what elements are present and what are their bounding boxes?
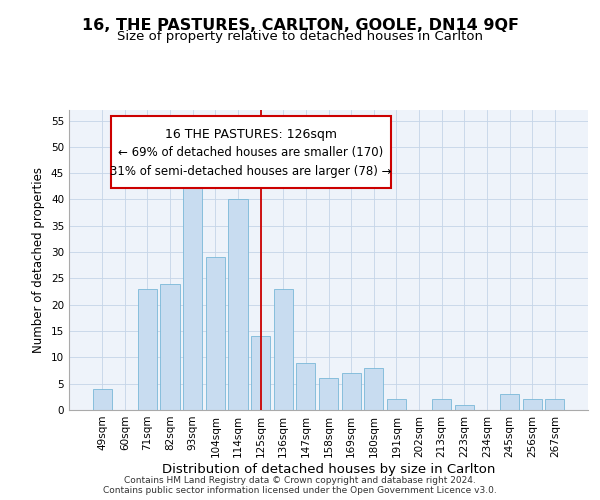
Bar <box>319 378 338 410</box>
Bar <box>92 389 112 410</box>
Bar <box>138 289 157 410</box>
Text: 16, THE PASTURES, CARLTON, GOOLE, DN14 9QF: 16, THE PASTURES, CARLTON, GOOLE, DN14 9… <box>82 18 518 32</box>
Text: Contains public sector information licensed under the Open Government Licence v3: Contains public sector information licen… <box>103 486 497 495</box>
Bar <box>229 200 248 410</box>
FancyBboxPatch shape <box>110 116 391 188</box>
Bar <box>341 373 361 410</box>
Bar <box>432 400 451 410</box>
X-axis label: Distribution of detached houses by size in Carlton: Distribution of detached houses by size … <box>162 462 495 475</box>
Text: Size of property relative to detached houses in Carlton: Size of property relative to detached ho… <box>117 30 483 43</box>
Text: 16 THE PASTURES: 126sqm: 16 THE PASTURES: 126sqm <box>164 128 337 141</box>
Bar <box>251 336 270 410</box>
Text: ← 69% of detached houses are smaller (170): ← 69% of detached houses are smaller (17… <box>118 146 383 159</box>
Text: Contains HM Land Registry data © Crown copyright and database right 2024.: Contains HM Land Registry data © Crown c… <box>124 476 476 485</box>
Bar <box>296 362 316 410</box>
Bar <box>455 404 474 410</box>
Text: 31% of semi-detached houses are larger (78) →: 31% of semi-detached houses are larger (… <box>110 166 391 178</box>
Bar <box>183 168 202 410</box>
Bar <box>500 394 519 410</box>
Bar <box>523 400 542 410</box>
Bar <box>274 289 293 410</box>
Bar <box>206 258 225 410</box>
Bar <box>364 368 383 410</box>
Bar <box>160 284 180 410</box>
Bar <box>387 400 406 410</box>
Y-axis label: Number of detached properties: Number of detached properties <box>32 167 46 353</box>
Bar <box>545 400 565 410</box>
